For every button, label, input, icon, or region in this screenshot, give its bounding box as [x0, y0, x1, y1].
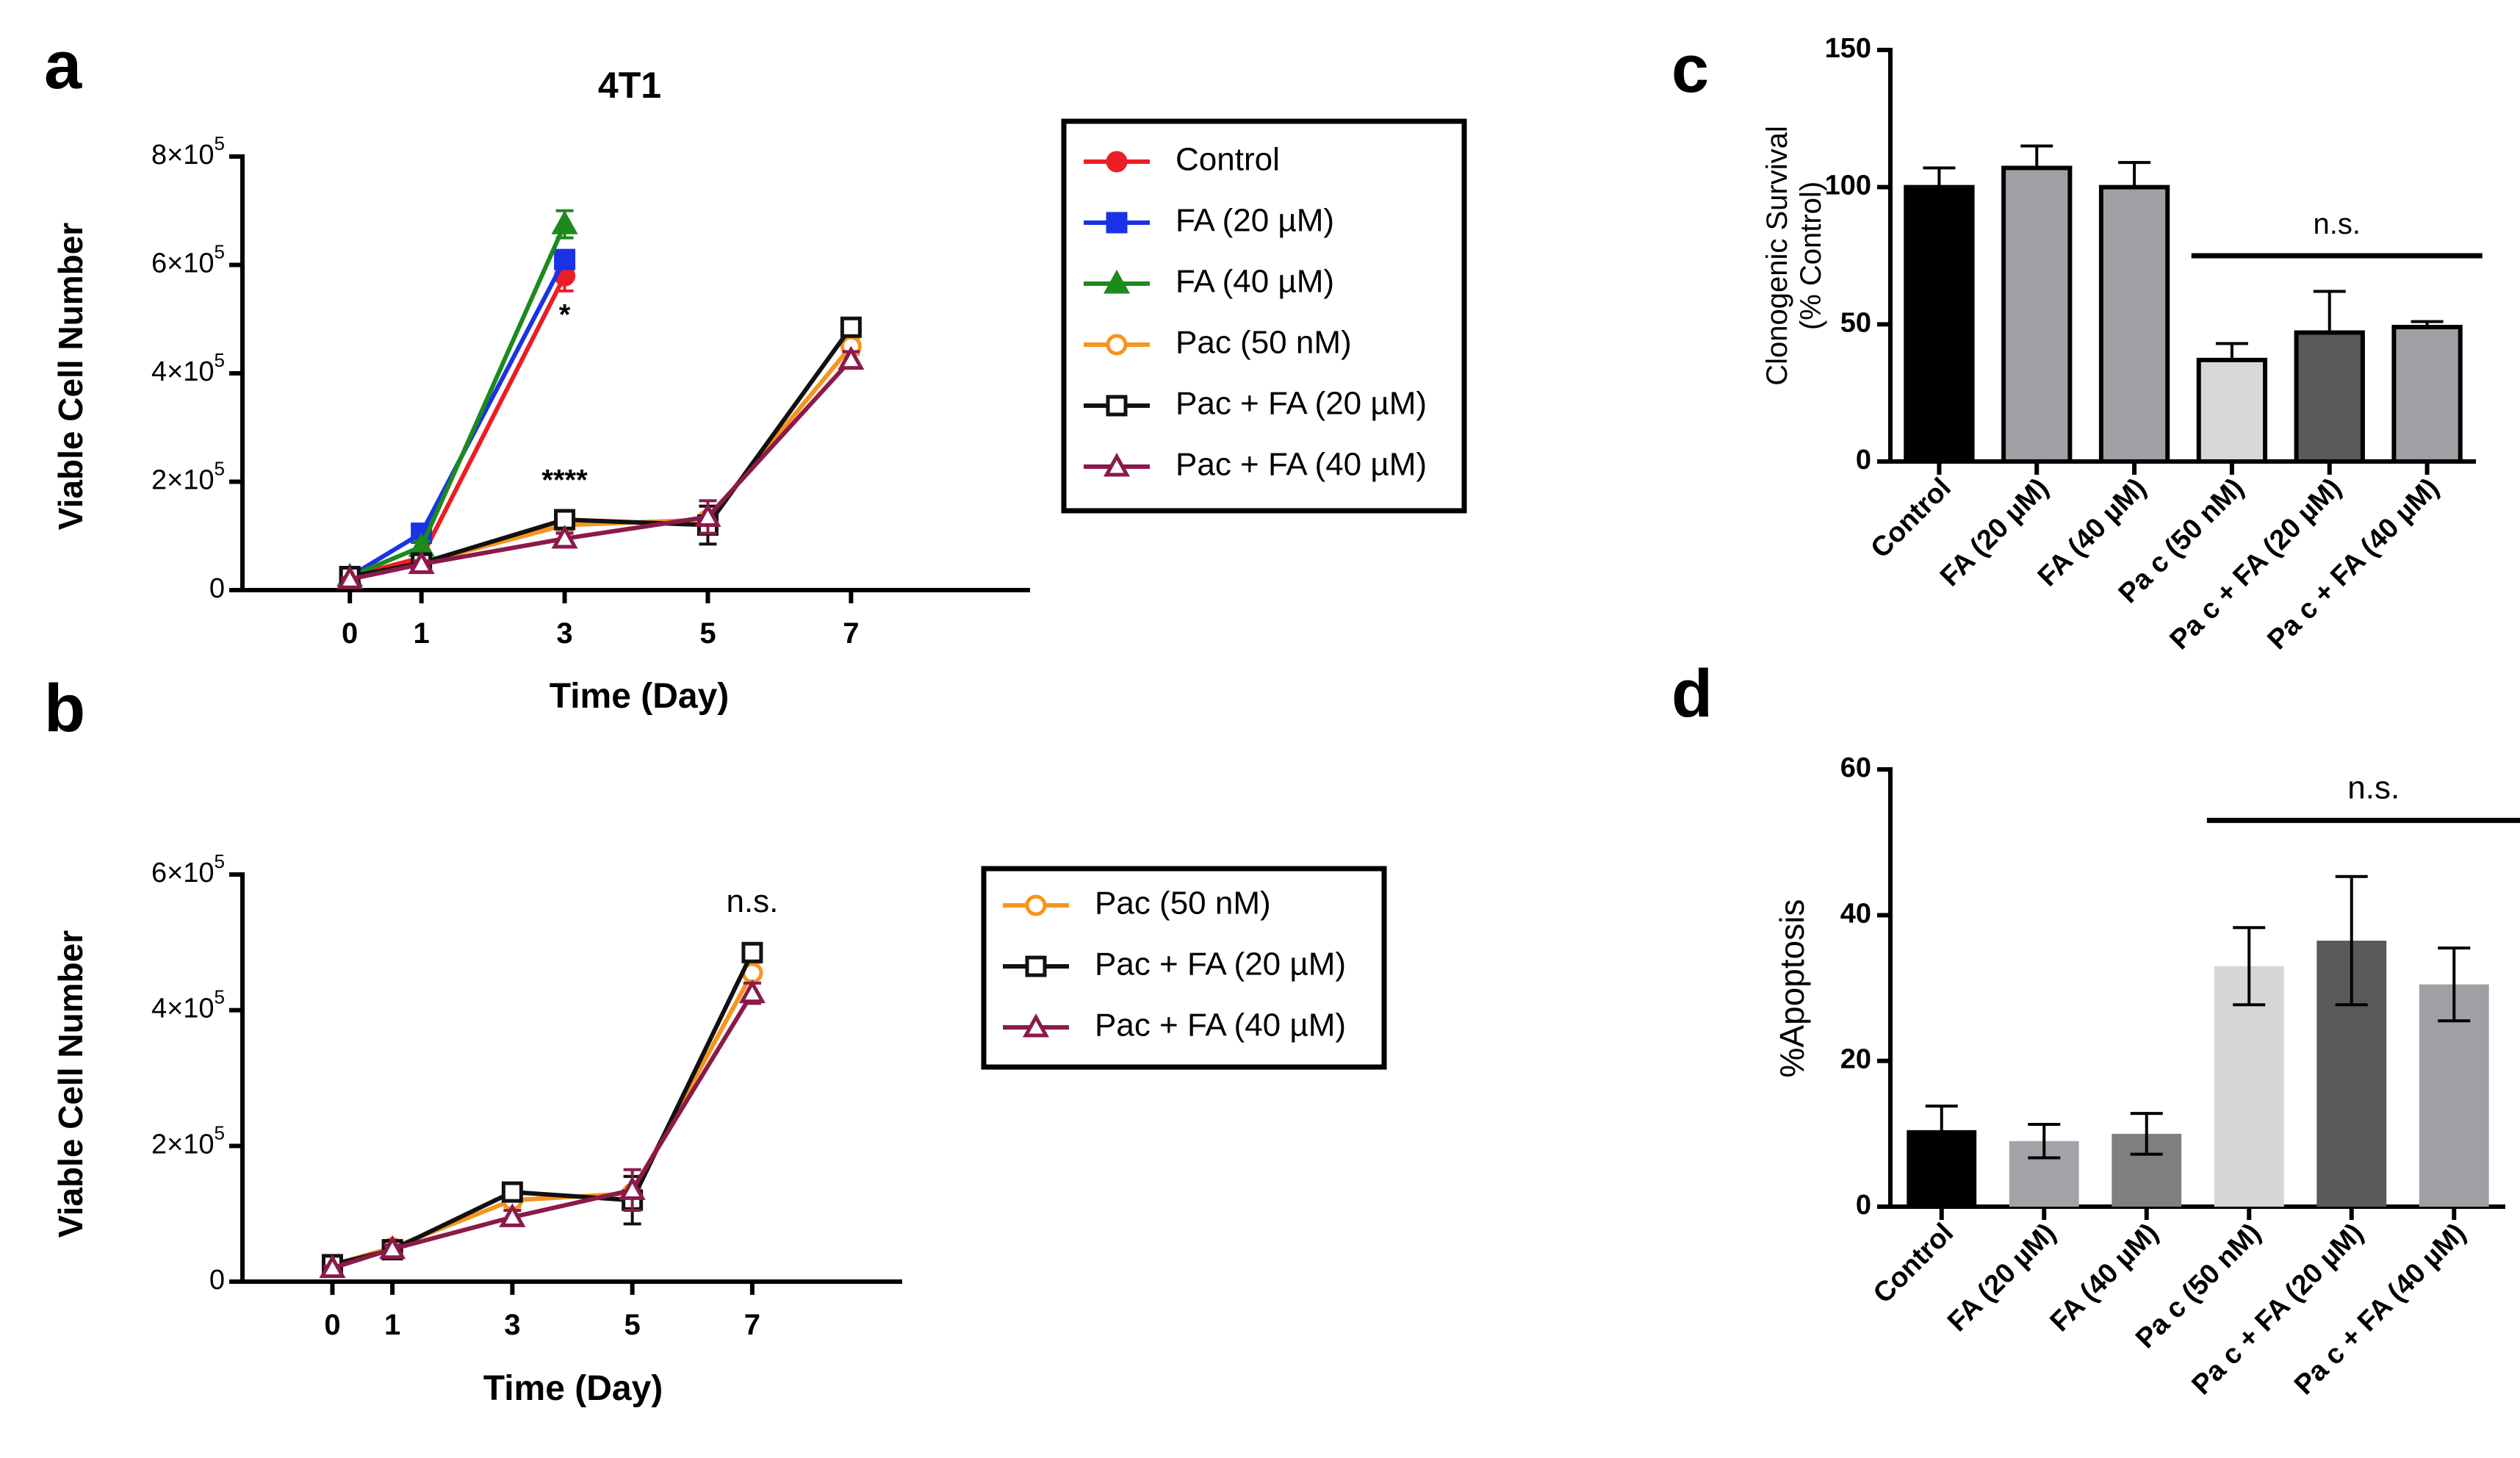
legend-item-pac-50-nm: Pac (50 nM)	[1003, 886, 1271, 922]
panel-b-xlabel: Time (Day)	[483, 1369, 663, 1408]
panel-label-b: b	[44, 671, 85, 746]
legend-item-fa-40-m: FA (40 µM)	[1084, 264, 1334, 300]
bar-pa-c-50-nm	[2196, 357, 2268, 464]
data-point-pac-fa-40-m-1	[379, 1235, 406, 1260]
x-tick-label-4: 7	[744, 1309, 760, 1341]
legend-item-pac-fa-20-m: Pac + FA (20 µM)	[1003, 947, 1346, 983]
data-point-pac-fa-40-m-3	[619, 1176, 646, 1200]
panel-a-line-chart: 4T1 Viable Cell Number Time (Day) 02×105…	[51, 65, 1030, 716]
x-tick-label-1: 1	[414, 617, 430, 650]
panel-d-ylabel: %Apoptosis	[1773, 899, 1811, 1078]
data-point-pac-fa-40-m-2	[551, 524, 578, 549]
legend-marker-pac-fa-20-m	[1106, 395, 1128, 417]
legend-label-pac-fa-40-m: Pac + FA (40 µM)	[1095, 1008, 1346, 1044]
legend-marker-pac-fa-40-m	[1103, 453, 1131, 477]
bar-fa-40-m	[2098, 184, 2170, 464]
panel-d-ns-label: n.s.	[2347, 769, 2400, 805]
data-point-pac-fa-40-m-2	[499, 1203, 526, 1227]
series-pac-fa-40-m	[336, 345, 865, 589]
legend-label-pac-fa-20-m: Pac + FA (20 µM)	[1176, 386, 1427, 422]
y-tick-label-3-exponent: 5	[215, 240, 225, 262]
legend-item-pac-fa-20-m: Pac + FA (20 µM)	[1084, 386, 1427, 422]
x-tick-label-1: 1	[384, 1309, 400, 1341]
y-tick-label-1-exponent: 5	[215, 457, 225, 479]
y-tick-label-1: 50	[1840, 307, 1871, 338]
data-point-pac-fa-40-m-0	[319, 1254, 346, 1279]
data-point-pac-fa-40-m-4	[838, 345, 865, 370]
bar-pa-c-fa-20-m	[2294, 330, 2365, 464]
legend-label-pac-50-nm: Pac (50 nM)	[1176, 325, 1352, 361]
panel-label-d: d	[1671, 656, 1713, 731]
legend-label-pac-50-nm: Pac (50 nM)	[1095, 886, 1271, 922]
data-point-pac-fa-20-m-4	[840, 316, 862, 338]
y-tick-label-3: 60	[1840, 753, 1871, 783]
y-tick-label-3: 150	[1825, 33, 1871, 64]
y-tick-label-2-exponent: 5	[215, 349, 225, 371]
x-tick-label-2: 3	[504, 1309, 520, 1341]
data-point-fa-20-m-2	[554, 248, 576, 270]
legend-marker-pac-50-nm	[1025, 894, 1047, 916]
legend-marker-pac-50-nm	[1106, 334, 1128, 356]
x-tick-label-4: 7	[843, 617, 859, 650]
data-point-pac-fa-40-m-0	[336, 565, 364, 589]
y-tick-label-3-exponent: 5	[215, 850, 225, 872]
panel-b-ylabel: Viable Cell Number	[51, 930, 90, 1238]
x-tick-label-2: 3	[556, 617, 572, 650]
bar-control	[1904, 184, 1975, 464]
panel-a-xlabel: Time (Day)	[550, 677, 730, 716]
data-point-pac-fa-40-m-3	[694, 503, 721, 527]
y-tick-label-2: 40	[1840, 898, 1871, 929]
panel-label-a: a	[44, 28, 82, 103]
data-point-pac-fa-40-m-4	[738, 979, 766, 1004]
panel-label-c: c	[1671, 32, 1709, 107]
y-tick-label-4-exponent: 5	[215, 132, 225, 154]
panel-a-annotation-star: *	[559, 299, 571, 331]
y-tick-label-1: 20	[1840, 1044, 1871, 1075]
data-point-pac-fa-20-m-2	[501, 1181, 523, 1203]
panel-c-ylabel: Clonogenic Survival	[1761, 126, 1793, 386]
x-tick-label-3: 5	[699, 617, 716, 650]
y-tick-label-0: 0	[209, 1265, 225, 1296]
panel-b-annotation-ns: n.s.	[726, 883, 778, 919]
x-tick-label-3: 5	[624, 1309, 641, 1341]
legend-panel-a: Control FA (20 µM) FA (40 µM) Pac (50 nM) Pa…	[1061, 118, 1467, 514]
data-point-fa-40-m-2	[551, 210, 578, 234]
legend-item-pac-50-nm: Pac (50 nM)	[1084, 325, 1352, 361]
legend-item-pac-fa-40-m: Pac + FA (40 µM)	[1003, 1008, 1346, 1044]
legend-label-pac-fa-20-m: Pac + FA (20 µM)	[1095, 947, 1346, 983]
y-tick-label-1-exponent: 5	[215, 1121, 225, 1143]
legend-label-fa-40-m: FA (40 µM)	[1176, 264, 1334, 300]
y-tick-label-0: 0	[1856, 1190, 1871, 1221]
y-tick-label-0: 0	[1856, 445, 1871, 475]
legend-marker-pac-fa-40-m	[1022, 1013, 1050, 1038]
legend-marker-control	[1106, 151, 1128, 173]
bar-fa-20-m	[2001, 165, 2073, 464]
legend-a-frame	[1061, 118, 1467, 514]
y-tick-label-2-exponent: 5	[215, 986, 225, 1008]
legend-marker-fa-20-m	[1106, 212, 1128, 234]
legend-label-control: Control	[1176, 142, 1280, 178]
data-point-pac-fa-40-m-1	[408, 550, 435, 575]
data-point-pac-fa-20-m-4	[741, 941, 763, 963]
panel-c-ylabel-unit: (% Control)	[1795, 182, 1827, 330]
panel-a-title: 4T1	[598, 65, 661, 106]
legend-marker-fa-40-m	[1103, 270, 1131, 294]
bar-pa-c-fa-40-m	[2391, 325, 2463, 464]
series-pac-fa-40-m	[319, 979, 766, 1279]
panel-c-ns-label: n.s.	[2314, 208, 2361, 240]
legend-item-control: Control	[1084, 142, 1280, 178]
legend-marker-pac-fa-20-m	[1025, 955, 1047, 977]
y-tick-label-2: 100	[1825, 170, 1871, 201]
legend-label-fa-20-m: FA (20 µM)	[1176, 203, 1334, 239]
x-tick-label-0: 0	[342, 617, 358, 650]
panel-a-annotation-four-stars: ****	[541, 464, 588, 497]
legend-label-pac-fa-40-m: Pac + FA (40 µM)	[1176, 447, 1427, 483]
legend-item-fa-20-m: FA (20 µM)	[1084, 203, 1334, 239]
x-tick-label-0: 0	[324, 1309, 340, 1341]
panel-a-ylabel: Viable Cell Number	[51, 223, 90, 531]
legend-panel-b: Pac (50 nM) Pac + FA (20 µM) Pac + FA (40 …	[981, 866, 1387, 1070]
y-tick-label-0: 0	[209, 573, 225, 604]
legend-item-pac-fa-40-m: Pac + FA (40 µM)	[1084, 447, 1427, 483]
